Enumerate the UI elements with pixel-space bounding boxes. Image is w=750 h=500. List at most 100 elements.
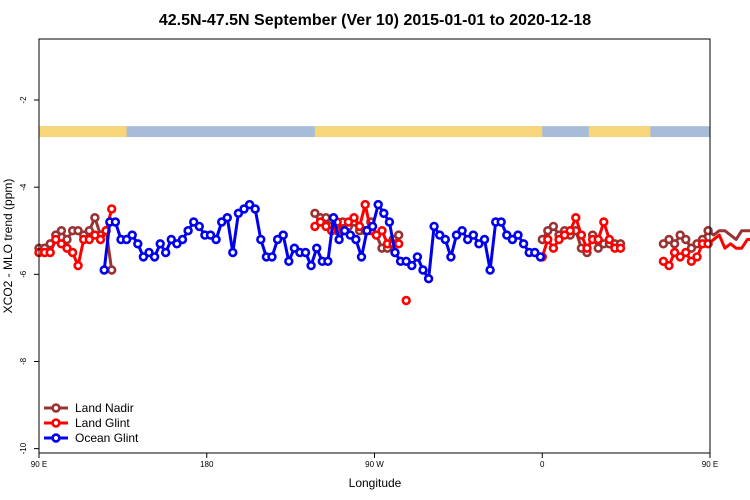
series-0-point-0-4 — [56, 226, 67, 236]
series-2-point-0-62 — [446, 252, 456, 262]
series-2-point-0-69 — [485, 265, 495, 275]
land-band-segment-0 — [39, 126, 127, 138]
y-tick-label-4: -10 — [19, 442, 28, 454]
series-2-point-0-73 — [507, 234, 518, 245]
series-2-point-0-26 — [244, 199, 255, 210]
series-2-point-0-22 — [222, 213, 233, 223]
series-1-point-0-2 — [45, 247, 55, 258]
series-0-point-0-10 — [90, 213, 100, 223]
series-1-point-2-2 — [548, 243, 559, 253]
series-1-point-3-1 — [664, 260, 674, 271]
series-1-point-3-6 — [692, 252, 702, 262]
series-0-point-1-15 — [394, 230, 404, 240]
series-1-point-1-12 — [377, 226, 387, 236]
series-2-point-0-41 — [328, 213, 339, 223]
series-2-point-0-58 — [423, 274, 434, 284]
x-tick-label-2: 90 W — [365, 460, 384, 469]
series-1-isolated-point-0 — [401, 295, 411, 306]
series-2-point-0-11 — [161, 247, 171, 258]
series-2-point-0-15 — [183, 226, 193, 236]
series-1-point-0-13 — [106, 204, 117, 214]
series-2-point-0-28 — [256, 234, 266, 245]
legend-label-1: Land Glint — [75, 416, 130, 430]
series-1-point-2-6 — [571, 213, 581, 223]
series-2-point-0-38 — [312, 243, 322, 253]
series-1-point-2-3 — [554, 234, 564, 245]
series-2 — [99, 199, 546, 284]
series-2-point-0-37 — [306, 260, 316, 271]
series-2-point-0-7 — [138, 252, 149, 262]
series-2-point-0-78 — [535, 252, 546, 262]
series-2-point-0-74 — [513, 230, 523, 240]
y-tick-label-1: -4 — [19, 183, 28, 191]
series-2-point-0-23 — [228, 247, 238, 258]
legend-label-0: Land Nadir — [75, 401, 134, 415]
y-tick-label-0: -2 — [19, 96, 28, 104]
series-2-point-0-31 — [272, 234, 283, 245]
series-1-point-0-9 — [84, 234, 95, 245]
series-1-point-2-10 — [593, 234, 603, 245]
chart-title: 42.5N-47.5N September (Ver 10) 2015-01-0… — [159, 12, 591, 29]
series-1-point-2-7 — [576, 230, 587, 240]
series-2-point-0-71 — [496, 217, 506, 227]
series-0-point-0-9 — [84, 226, 95, 236]
series-1-point-1-11 — [371, 230, 382, 240]
series-1-point-2-1 — [543, 234, 553, 245]
series-1-point-2-12 — [604, 234, 615, 245]
series-0-point-0-13 — [106, 265, 117, 275]
series-2-point-0-64 — [457, 226, 467, 236]
series-2-point-0-32 — [278, 230, 288, 240]
series-2-point-0-44 — [345, 230, 355, 240]
series-2-point-0-8 — [144, 247, 154, 258]
series-1-point-1-15 — [394, 239, 404, 249]
series-2-point-0-46 — [356, 252, 367, 262]
series-2-point-0-42 — [334, 234, 344, 245]
series-1-point-1-7 — [349, 213, 359, 223]
series-2-point-0-51 — [384, 217, 395, 227]
series-2-point-0-52 — [390, 247, 400, 258]
series-1-point-2-11 — [599, 217, 609, 227]
series-2-point-0-60 — [435, 230, 445, 240]
series-1-point-0-11 — [95, 234, 106, 245]
series-1-point-0-6 — [67, 247, 78, 258]
series-0-point-3-4 — [681, 234, 691, 245]
series-1-point-2-8 — [582, 243, 592, 253]
legend-marker-2 — [51, 433, 61, 443]
x-tick-label-4: 90 E — [702, 460, 718, 469]
series-1 — [34, 199, 750, 306]
land-ocean-band — [39, 126, 710, 138]
x-tick-label-0: 90 E — [31, 460, 47, 469]
series-1-point-0-4 — [56, 239, 67, 249]
series-2-point-0-19 — [205, 230, 216, 240]
series-2-point-0-55 — [407, 260, 417, 271]
x-axis: 90 E 180 90 W 0 90 E — [31, 453, 718, 469]
series-1-point-3-4 — [681, 247, 691, 258]
series-2-point-0-66 — [468, 230, 478, 240]
series-2-point-0-9 — [149, 252, 160, 262]
series-2-point-0-30 — [267, 252, 277, 262]
series-2-point-0-2 — [110, 217, 121, 227]
series-1-point-0-10 — [90, 230, 100, 240]
series-1-point-1-9 — [360, 199, 370, 210]
series-2-point-0-33 — [284, 256, 294, 266]
series-0-point-2-10 — [593, 243, 603, 253]
series-2-point-0-56 — [412, 252, 423, 262]
series-2-point-0-48 — [367, 221, 378, 232]
series-2-point-0-49 — [373, 199, 383, 210]
series-2-point-0-57 — [418, 265, 428, 275]
series-0-point-2-2 — [548, 221, 559, 232]
series-0-point-3-3 — [675, 230, 685, 240]
series-2-point-0-50 — [379, 208, 389, 219]
series-2-point-0-43 — [340, 226, 350, 236]
series-2-point-0-36 — [300, 247, 311, 258]
series-2-point-0-5 — [127, 230, 137, 240]
series-1-point-1-1 — [315, 217, 326, 227]
plot-area — [34, 199, 750, 306]
series-2-point-0-0 — [99, 265, 109, 275]
series-1-point-2-4 — [559, 230, 570, 240]
series-2-point-0-65 — [463, 234, 473, 245]
series-2-point-0-61 — [440, 234, 450, 245]
series-2-point-0-20 — [211, 234, 221, 245]
